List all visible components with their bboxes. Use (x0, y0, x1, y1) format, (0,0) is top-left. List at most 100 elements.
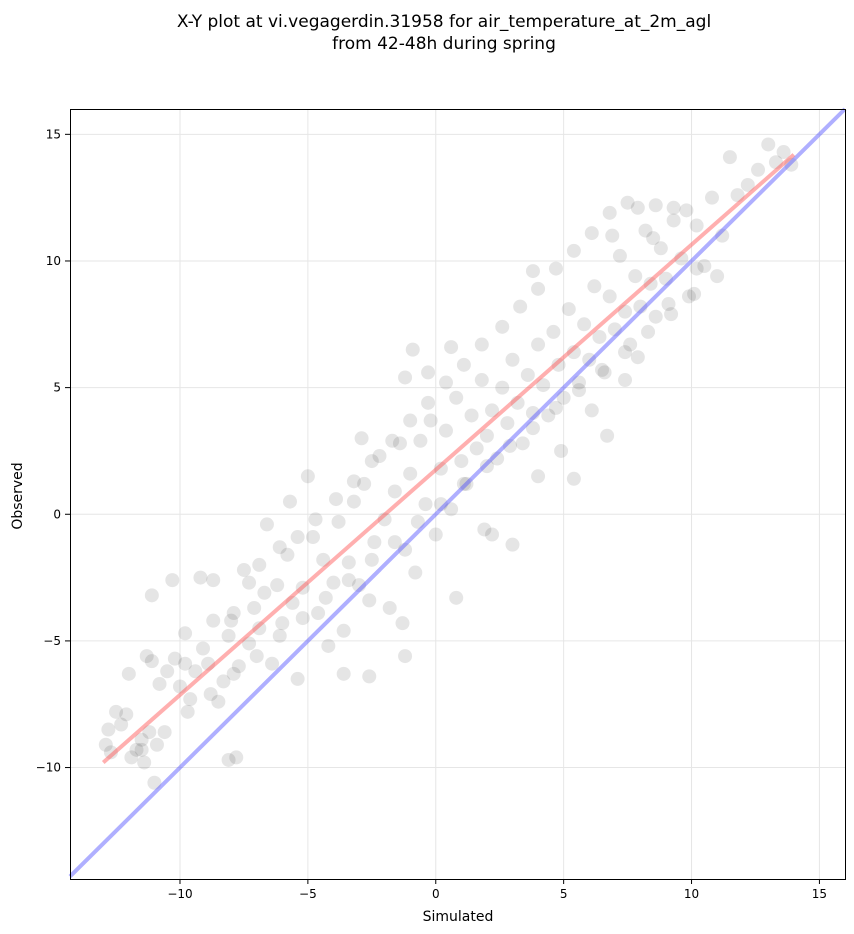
data-point-11 (147, 775, 162, 790)
data-point-86 (515, 436, 530, 451)
data-point-100 (587, 279, 602, 294)
data-point-65 (408, 565, 423, 580)
data-point-167 (252, 557, 267, 572)
data-point-64 (403, 466, 418, 481)
data-point-214 (687, 286, 702, 301)
data-point-137 (229, 750, 244, 765)
data-point-3 (109, 704, 124, 719)
data-point-24 (201, 656, 216, 671)
data-point-207 (525, 421, 540, 436)
data-point-67 (418, 497, 433, 512)
data-point-87 (520, 367, 535, 382)
data-point-29 (226, 606, 241, 621)
data-point-66 (413, 433, 428, 448)
data-point-76 (464, 408, 479, 423)
data-point-101 (592, 329, 607, 344)
data-point-35 (257, 585, 272, 600)
identity-line (68, 107, 847, 878)
data-point-80 (485, 403, 500, 418)
data-point-17 (167, 651, 182, 666)
data-point-192 (180, 704, 195, 719)
data-point-93 (551, 357, 566, 372)
x-tick-label-3: 5 (560, 887, 568, 901)
data-point-26 (211, 694, 226, 709)
data-point-169 (290, 530, 305, 545)
data-point-131 (398, 370, 413, 385)
data-point-188 (648, 198, 663, 213)
data-point-160 (121, 666, 136, 681)
data-point-58 (372, 449, 387, 464)
data-point-211 (618, 345, 633, 360)
data-point-0 (98, 737, 113, 752)
data-point-57 (367, 535, 382, 550)
data-point-172 (346, 474, 361, 489)
data-point-129 (784, 157, 799, 172)
data-point-14 (152, 676, 167, 691)
data-point-148 (531, 469, 546, 484)
data-point-99 (582, 352, 597, 367)
data-point-1 (101, 722, 116, 737)
data-point-126 (761, 137, 776, 152)
data-point-183 (548, 261, 563, 276)
data-point-37 (265, 656, 280, 671)
data-point-63 (398, 542, 413, 557)
data-point-151 (618, 373, 633, 388)
data-point-124 (740, 177, 755, 192)
x-tick-label-1: −5 (299, 887, 317, 901)
data-point-119 (697, 259, 712, 274)
data-point-113 (653, 241, 668, 256)
x-axis-label: Simulated (423, 909, 494, 925)
data-point-177 (438, 375, 453, 390)
data-point-150 (600, 428, 615, 443)
data-point-181 (513, 299, 528, 314)
data-point-103 (602, 289, 617, 304)
data-point-173 (364, 454, 379, 469)
data-point-209 (571, 383, 586, 398)
data-point-10 (142, 725, 157, 740)
data-point-102 (597, 365, 612, 380)
data-point-202 (410, 514, 425, 529)
data-point-79 (479, 428, 494, 443)
data-point-174 (385, 433, 400, 448)
data-point-38 (270, 578, 285, 593)
data-point-164 (206, 613, 221, 628)
data-point-104 (607, 322, 622, 337)
data-point-74 (454, 454, 469, 469)
x-tick-label-4: 10 (684, 887, 699, 901)
data-point-139 (505, 537, 520, 552)
data-point-97 (571, 375, 586, 390)
data-point-116 (674, 251, 689, 266)
data-point-152 (584, 403, 599, 418)
data-point-118 (689, 218, 704, 233)
data-point-146 (525, 264, 540, 279)
data-point-197 (295, 611, 310, 626)
data-point-162 (178, 626, 193, 641)
data-point-196 (272, 628, 287, 643)
data-point-54 (352, 578, 367, 593)
data-point-78 (474, 373, 489, 388)
data-point-6 (124, 750, 139, 765)
data-point-112 (648, 309, 663, 324)
data-point-143 (282, 494, 297, 509)
data-point-81 (490, 451, 505, 466)
data-point-166 (242, 575, 257, 590)
data-point-47 (316, 552, 331, 567)
data-point-44 (300, 469, 315, 484)
data-point-106 (618, 304, 633, 319)
data-point-39 (275, 616, 290, 631)
data-point-90 (536, 378, 551, 393)
data-point-88 (525, 405, 540, 420)
y-tick-label-0: −10 (36, 761, 61, 775)
data-point-48 (321, 638, 336, 653)
x-tick-label-0: −10 (167, 887, 192, 901)
data-point-190 (134, 742, 149, 757)
data-point-13 (144, 654, 159, 669)
data-point-206 (502, 438, 517, 453)
data-point-59 (377, 512, 392, 527)
scatter-points (98, 137, 799, 790)
data-point-133 (449, 590, 464, 605)
data-point-140 (485, 527, 500, 542)
data-point-71 (438, 423, 453, 438)
data-point-61 (387, 484, 402, 499)
data-point-130 (405, 342, 420, 357)
